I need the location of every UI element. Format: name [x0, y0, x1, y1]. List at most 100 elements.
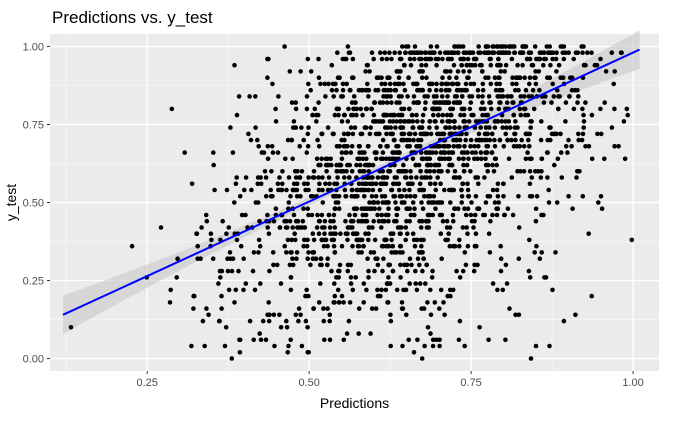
data-point: [382, 50, 388, 55]
data-point: [305, 237, 310, 243]
data-point: [501, 194, 506, 199]
data-point: [294, 194, 300, 199]
data-point: [416, 250, 422, 255]
data-point: [375, 262, 381, 268]
data-point: [370, 187, 376, 193]
data-point: [315, 212, 320, 218]
data-point: [257, 331, 263, 336]
data-point: [478, 125, 484, 130]
data-point: [485, 144, 491, 149]
data-point: [548, 137, 553, 143]
data-point: [499, 87, 505, 93]
data-point: [516, 225, 522, 230]
data-point: [253, 200, 259, 205]
data-point: [440, 56, 445, 62]
data-point: [558, 150, 564, 155]
data-point: [494, 162, 500, 168]
data-point: [383, 287, 389, 293]
data-point: [426, 162, 431, 168]
data-point: [451, 62, 457, 68]
data-point: [387, 119, 393, 124]
data-point: [533, 69, 538, 74]
data-point: [211, 162, 216, 168]
data-point: [574, 175, 579, 180]
data-point: [363, 212, 369, 218]
data-point: [364, 156, 369, 162]
data-point: [401, 162, 406, 168]
data-point: [480, 100, 485, 105]
data-point: [333, 200, 339, 205]
data-point: [417, 87, 422, 93]
data-point: [325, 187, 331, 193]
data-point: [513, 137, 518, 143]
data-point: [292, 231, 298, 236]
data-point: [258, 181, 264, 187]
data-point: [538, 137, 544, 143]
data-point: [483, 150, 488, 155]
data-point: [335, 106, 340, 112]
data-point: [474, 137, 479, 143]
data-point: [478, 62, 484, 68]
data-point: [509, 56, 515, 62]
data-point: [345, 119, 351, 124]
data-point: [427, 169, 433, 174]
data-point: [365, 175, 371, 180]
data-point: [441, 144, 446, 149]
data-point: [465, 181, 470, 187]
data-point: [459, 194, 465, 199]
data-point: [529, 62, 535, 68]
data-point: [529, 119, 534, 124]
x-tick-label: 0.75: [460, 377, 481, 389]
data-point: [404, 218, 409, 224]
y-tick-label: 0.00: [23, 354, 44, 366]
data-point: [243, 175, 249, 180]
data-point: [624, 106, 630, 112]
data-point: [475, 206, 480, 211]
data-point: [280, 169, 285, 174]
data-point: [470, 50, 476, 55]
data-point: [409, 112, 415, 118]
data-point: [501, 181, 506, 187]
data-point: [466, 156, 471, 162]
data-point: [189, 181, 195, 187]
data-point: [285, 350, 291, 355]
data-point: [464, 62, 470, 68]
data-point: [375, 287, 380, 293]
data-point: [550, 56, 555, 62]
data-point: [443, 81, 449, 87]
data-point: [219, 306, 224, 311]
data-point: [275, 150, 281, 155]
data-point: [399, 106, 404, 112]
data-point: [476, 44, 482, 49]
data-point: [512, 131, 517, 137]
data-point: [347, 87, 353, 93]
data-point: [425, 300, 430, 305]
data-point: [573, 312, 578, 318]
data-point: [513, 312, 518, 318]
data-point: [387, 281, 393, 286]
data-point: [437, 106, 442, 112]
data-point: [329, 237, 335, 243]
data-point: [373, 194, 379, 199]
data-point: [488, 106, 494, 112]
data-point: [309, 212, 315, 218]
data-point: [461, 119, 467, 124]
data-point: [529, 175, 535, 180]
data-point: [290, 262, 296, 268]
data-point: [371, 218, 377, 224]
data-point: [428, 44, 434, 49]
data-point: [357, 169, 363, 174]
data-point: [394, 212, 400, 218]
data-point: [389, 237, 394, 243]
data-point: [266, 56, 271, 62]
data-point: [304, 106, 310, 112]
data-point: [465, 56, 471, 62]
data-point: [527, 144, 532, 149]
data-point: [402, 262, 407, 268]
data-point: [417, 281, 423, 286]
data-point: [569, 144, 574, 149]
data-point: [598, 131, 604, 137]
data-point: [380, 150, 386, 155]
data-point: [391, 137, 397, 143]
data-point: [217, 318, 222, 324]
